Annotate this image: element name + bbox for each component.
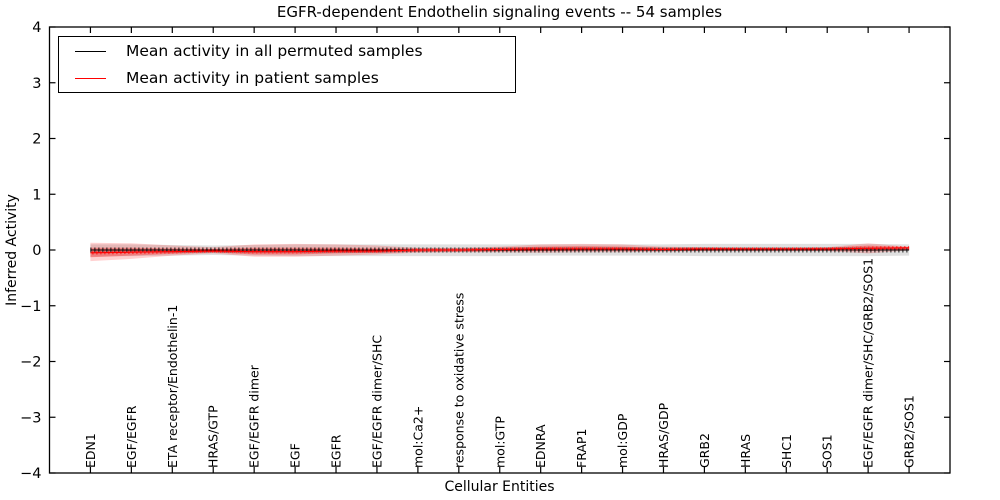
x-category-label: EDN1: [83, 433, 98, 468]
legend-box: Mean activity in all permuted samples Me…: [58, 36, 516, 93]
x-category-label: EGF/EGFR: [124, 405, 139, 468]
x-category-label: GRB2: [697, 433, 712, 468]
legend-entry-patient: Mean activity in patient samples: [59, 65, 515, 91]
y-tick-label: 0: [32, 243, 41, 259]
x-category-label: SOS1: [820, 434, 835, 468]
x-category-label: response to oxidative stress: [451, 293, 466, 468]
x-category-label: EGF/EGFR dimer: [247, 364, 262, 468]
x-category-label: ETA receptor/Endothelin-1: [165, 305, 180, 468]
x-category-label: HRAS/GTP: [206, 405, 221, 468]
legend-label: Mean activity in patient samples: [126, 69, 379, 87]
x-category-label: FRAP1: [574, 429, 589, 468]
x-category-label: HRAS: [738, 434, 753, 468]
y-tick-label: 4: [32, 20, 41, 36]
y-tick-label: 3: [32, 76, 41, 92]
x-category-label: EGF/EGFR dimer/SHC/GRB2/SOS1: [861, 258, 876, 468]
y-tick-label: −1: [20, 299, 41, 315]
legend-line-red: [75, 77, 106, 79]
legend-line-black: [75, 50, 106, 52]
x-category-label: GRB2/SOS1: [902, 395, 917, 468]
x-category-label: mol:GDP: [615, 413, 630, 468]
x-category-label: EGF/EGFR dimer/SHC: [369, 335, 384, 468]
x-category-label: mol:GTP: [492, 416, 507, 468]
y-tick-label: −4: [20, 466, 41, 482]
y-tick-label: 1: [32, 187, 41, 203]
patient-mean-markers: [90, 246, 910, 255]
x-category-label: EGF: [288, 443, 303, 468]
x-axis-label: Cellular Entities: [444, 479, 555, 495]
x-category-label: EDNRA: [533, 424, 548, 468]
y-tick-label: −3: [20, 410, 41, 426]
legend-label: Mean activity in all permuted samples: [126, 42, 423, 60]
x-category-label: SHC1: [779, 434, 794, 468]
x-category-label: mol:Ca2+: [410, 406, 425, 468]
legend-entry-permuted: Mean activity in all permuted samples: [59, 38, 515, 64]
chart-title: EGFR-dependent Endothelin signaling even…: [276, 3, 723, 21]
y-axis-label: Inferred Activity: [4, 194, 20, 306]
y-tick-label: 2: [32, 132, 41, 148]
y-tick-label: −2: [20, 355, 41, 371]
x-category-label: EGFR: [329, 434, 344, 468]
x-category-label: HRAS/GDP: [656, 402, 671, 468]
